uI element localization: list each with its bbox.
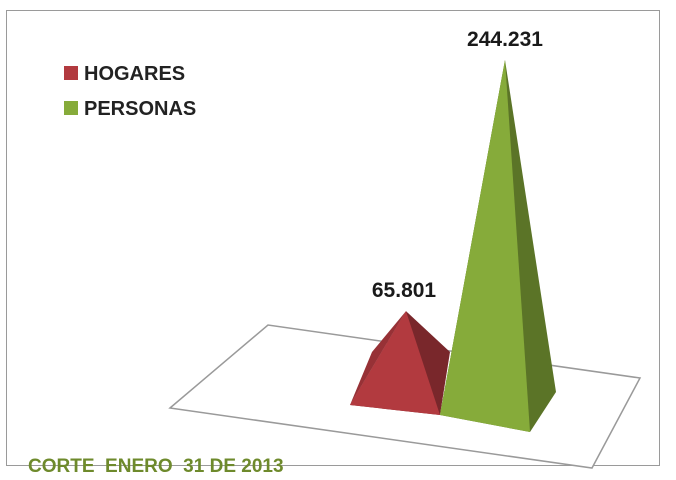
legend: HOGARES PERSONAS: [64, 63, 196, 120]
legend-swatch-personas: [64, 101, 78, 115]
bars-group: [350, 60, 556, 432]
footer-note: CORTE ENERO 31 DE 2013: [28, 456, 284, 477]
legend-swatch-hogares: [64, 66, 78, 80]
value-label-hogares: 65.801: [372, 279, 437, 302]
legend-label-personas: PERSONAS: [84, 98, 196, 120]
pyramid-hogares-front-face: [350, 311, 440, 415]
legend-label-hogares: HOGARES: [84, 63, 185, 85]
pyramid-personas-front-face: [440, 60, 530, 432]
value-label-personas: 244.231: [467, 28, 543, 51]
